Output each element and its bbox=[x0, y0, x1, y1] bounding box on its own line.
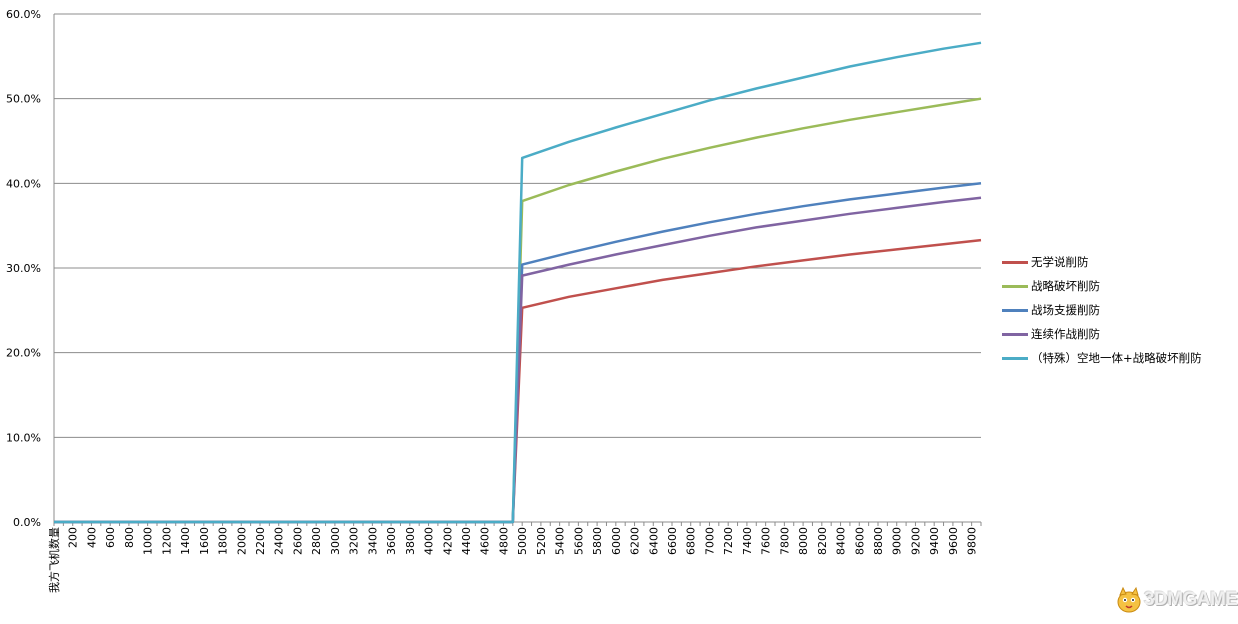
legend-swatch bbox=[1002, 260, 1028, 264]
x-tick-label: 3200 bbox=[348, 527, 361, 555]
x-tick-label: 5000 bbox=[516, 527, 529, 555]
legend-label: 无学说削防 bbox=[1031, 255, 1089, 269]
x-tick-label: 4400 bbox=[460, 527, 473, 555]
x-tick-label: 600 bbox=[104, 527, 117, 548]
legend-label: 连续作战削防 bbox=[1031, 327, 1100, 341]
x-tick-label: 4600 bbox=[479, 527, 492, 555]
x-tick-label: 7800 bbox=[778, 527, 791, 555]
x-tick-label: 200 bbox=[67, 527, 80, 548]
x-tick-label: 7000 bbox=[703, 527, 716, 555]
x-tick-label: 我方飞机数量 bbox=[47, 527, 61, 593]
axis-layer: 0.0% 10.0% 20.0% 30.0% 40.0% 50.0% 60.0% 我方飞机数量… bbox=[6, 8, 982, 593]
series-line-4 bbox=[54, 196, 982, 524]
x-tick-label: 6200 bbox=[629, 527, 642, 555]
watermark-text: 3DMGAME bbox=[1144, 589, 1238, 610]
watermark-mascot-icon bbox=[1117, 586, 1141, 613]
x-tick-label: 6000 bbox=[610, 527, 623, 555]
x-tick-label: 5800 bbox=[591, 527, 604, 555]
legend: 无学说削防战略破坏削防 战场支援削防 连续作战削防 （特殊）空地一体+战略破坏削防 bbox=[1002, 250, 1202, 370]
y-tick-label: 30.0% bbox=[6, 262, 41, 275]
x-tick-label: 1600 bbox=[198, 527, 211, 555]
y-tick-label: 10.0% bbox=[6, 431, 41, 444]
legend-swatch bbox=[1002, 308, 1028, 312]
legend-swatch bbox=[1002, 284, 1028, 288]
y-tick-label: 40.0% bbox=[6, 177, 41, 190]
series-layer bbox=[54, 41, 982, 524]
x-tick-label: 1000 bbox=[142, 527, 155, 555]
x-tick-label: 400 bbox=[85, 527, 98, 548]
y-tick-label: 20.0% bbox=[6, 347, 41, 360]
x-tick-label: 1200 bbox=[160, 527, 173, 555]
x-tick-label: 8000 bbox=[797, 527, 810, 555]
y-tick-label: 0.0% bbox=[13, 516, 41, 529]
legend-item-1: 无学说削防 bbox=[1002, 250, 1202, 274]
x-tick-label: 9800 bbox=[966, 527, 979, 555]
legend-item-5: （特殊）空地一体+战略破坏削防 bbox=[1002, 346, 1202, 370]
x-tick-label: 4200 bbox=[441, 527, 454, 555]
series-line-5 bbox=[54, 41, 982, 524]
x-tick-label: 5600 bbox=[572, 527, 585, 555]
x-tick-label: 2600 bbox=[291, 527, 304, 555]
x-tick-label: 1400 bbox=[179, 527, 192, 555]
x-tick-label: 2000 bbox=[235, 527, 248, 555]
x-tick-label: 6400 bbox=[647, 527, 660, 555]
legend-item-4: 连续作战削防 bbox=[1002, 322, 1202, 346]
x-tick-label: 7600 bbox=[760, 527, 773, 555]
x-tick-label: 8800 bbox=[872, 527, 885, 555]
x-tick-label: 3600 bbox=[385, 527, 398, 555]
legend-label: （特殊）空地一体+战略破坏削防 bbox=[1031, 351, 1202, 365]
x-tick-label: 8200 bbox=[816, 527, 829, 555]
x-tick-label: 4000 bbox=[423, 527, 436, 555]
x-tick-label: 2200 bbox=[254, 527, 267, 555]
x-tick-label: 6800 bbox=[685, 527, 698, 555]
x-tick-label: 9400 bbox=[928, 527, 941, 555]
legend-label: 战略破坏削防 bbox=[1031, 279, 1100, 293]
legend-swatch bbox=[1002, 332, 1028, 336]
x-tick-label: 8400 bbox=[835, 527, 848, 555]
x-tick-label: 4800 bbox=[497, 527, 510, 555]
x-tick-label: 6600 bbox=[666, 527, 679, 555]
series-line-3 bbox=[54, 182, 982, 524]
legend-item-2: 战略破坏削防 bbox=[1002, 274, 1202, 298]
grid-layer bbox=[54, 13, 981, 523]
x-tick-label: 9200 bbox=[909, 527, 922, 555]
x-tick-label: 7400 bbox=[741, 527, 754, 555]
x-tick-label: 3400 bbox=[366, 527, 379, 555]
x-tick-label: 8600 bbox=[853, 527, 866, 555]
x-tick-label: 9000 bbox=[891, 527, 904, 555]
legend-item-3: 战场支援削防 bbox=[1002, 298, 1202, 322]
x-tick-label: 1800 bbox=[217, 527, 230, 555]
x-tick-label: 2800 bbox=[310, 527, 323, 555]
x-tick-label: 9600 bbox=[947, 527, 960, 555]
x-tick-label: 3000 bbox=[329, 527, 342, 555]
x-tick-label: 7200 bbox=[722, 527, 735, 555]
y-tick-label: 50.0% bbox=[6, 93, 41, 106]
legend-label: 战场支援削防 bbox=[1031, 303, 1100, 317]
x-tick-label: 5400 bbox=[554, 527, 567, 555]
watermark: 3DMGAME bbox=[1114, 585, 1238, 615]
x-tick-label: 2400 bbox=[273, 527, 286, 555]
x-tick-label: 3800 bbox=[404, 527, 417, 555]
legend-swatch bbox=[1002, 356, 1028, 360]
y-tick-label: 60.0% bbox=[6, 8, 41, 21]
x-tick-label: 800 bbox=[123, 527, 136, 548]
x-tick-label: 5200 bbox=[535, 527, 548, 555]
